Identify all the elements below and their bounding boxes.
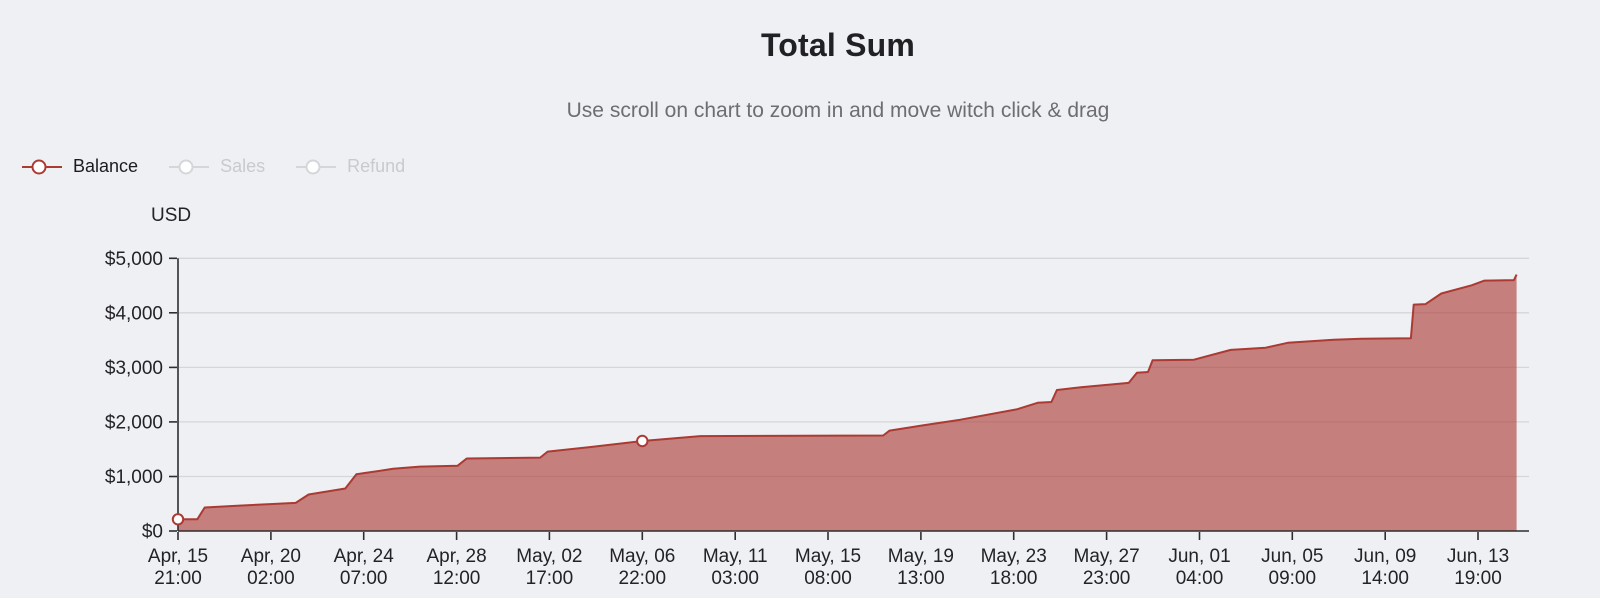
legend-item-balance[interactable]: Balance [21,156,138,177]
axes [177,258,1529,532]
y-axis-unit-label: USD [151,205,192,226]
y-tick-labels: $0 $1,000 $2,000 $3,000 $4,000 $5,000 [105,249,163,543]
data-point-markers[interactable] [171,434,649,526]
legend-item-label: Sales [220,156,266,176]
chart-title: Total Sum [760,27,916,63]
tick-marks [169,257,1479,540]
balance-series-marker-icon [22,159,62,174]
legend: Balance Sales Refund [21,156,405,177]
legend-item-refund[interactable]: Refund [295,156,405,177]
chart-subtitle: Use scroll on chart to zoom in and move … [566,99,1110,122]
svg-text:$5,000: $5,000 [105,249,163,270]
svg-text:$3,000: $3,000 [105,358,163,379]
area-series [178,274,1518,531]
sales-series-marker-icon [169,159,210,174]
svg-text:$4,000: $4,000 [105,303,163,324]
svg-text:$0: $0 [142,522,163,543]
svg-text:$2,000: $2,000 [105,412,163,433]
svg-text:$1,000: $1,000 [105,467,163,488]
legend-item-sales[interactable]: Sales [168,156,265,177]
legend-item-label: Refund [347,156,406,176]
x-tick-labels: Apr, 15 21:00 Apr, 20 02:00 Apr, 24 07:00 Apr,… [148,546,1509,589]
legend-item-label: Balance [73,156,139,176]
refund-series-marker-icon [296,159,337,174]
